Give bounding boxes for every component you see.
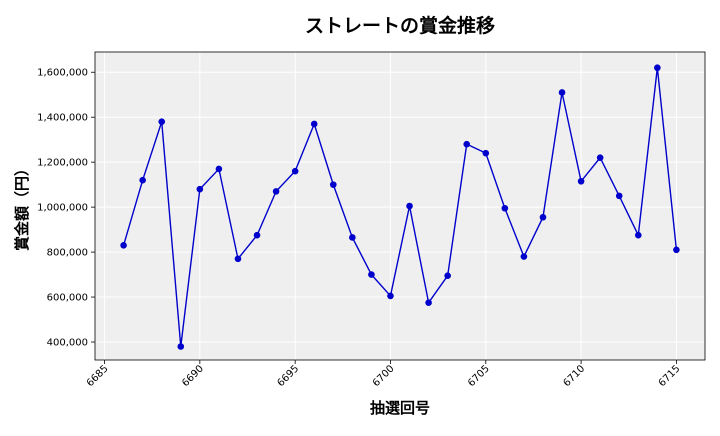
x-tick-label: 6700 (371, 363, 397, 389)
data-point (615, 192, 623, 200)
plot-area (95, 52, 705, 360)
data-point (596, 154, 604, 161)
y-tick-label: 1,000,000 (37, 203, 88, 214)
y-tick-label: 800,000 (47, 248, 88, 259)
data-point (291, 167, 299, 175)
data-point (368, 271, 375, 278)
data-point (234, 255, 242, 263)
data-point (654, 64, 661, 72)
data-point (463, 140, 471, 148)
data-point (634, 231, 642, 239)
plot-frame (94, 51, 706, 361)
data-point (577, 177, 585, 185)
data-point (329, 181, 337, 188)
x-tick-label: 6710 (561, 363, 587, 389)
data-point (558, 89, 566, 96)
chart-title: ストレートの賞金推移 (305, 14, 495, 37)
data-point (520, 253, 528, 260)
x-tick-label: 6705 (466, 363, 492, 389)
x-tick-label: 6715 (657, 363, 683, 389)
data-point (349, 234, 356, 241)
data-point (158, 118, 166, 125)
data-point (196, 185, 204, 193)
grid-lines (95, 52, 705, 360)
data-point (272, 188, 280, 195)
data-series (120, 64, 680, 350)
data-point (406, 202, 413, 210)
series-line (122, 67, 678, 347)
data-point (425, 299, 432, 306)
data-point (253, 231, 261, 239)
data-point (444, 272, 451, 279)
x-tick-label: 6685 (85, 363, 111, 389)
y-tick-label: 1,200,000 (37, 158, 88, 169)
data-point (120, 242, 127, 249)
data-point (387, 292, 394, 300)
data-point (215, 165, 223, 173)
x-tick-label: 6695 (276, 363, 302, 389)
y-tick-label: 1,600,000 (37, 68, 88, 79)
data-point (673, 246, 680, 254)
y-tick-label: 400,000 (47, 338, 88, 349)
data-point (482, 149, 490, 157)
data-point (539, 213, 547, 221)
y-tick-label: 1,400,000 (37, 113, 88, 124)
data-point (310, 120, 318, 128)
x-axis-label: 抽選回号 (370, 399, 430, 417)
data-point (177, 343, 185, 350)
y-tick-label: 600,000 (47, 293, 88, 304)
data-point (501, 204, 509, 212)
x-tick-label: 6690 (180, 363, 206, 389)
y-axis-label: 賞金額（円） (13, 161, 31, 251)
data-point (139, 176, 146, 184)
